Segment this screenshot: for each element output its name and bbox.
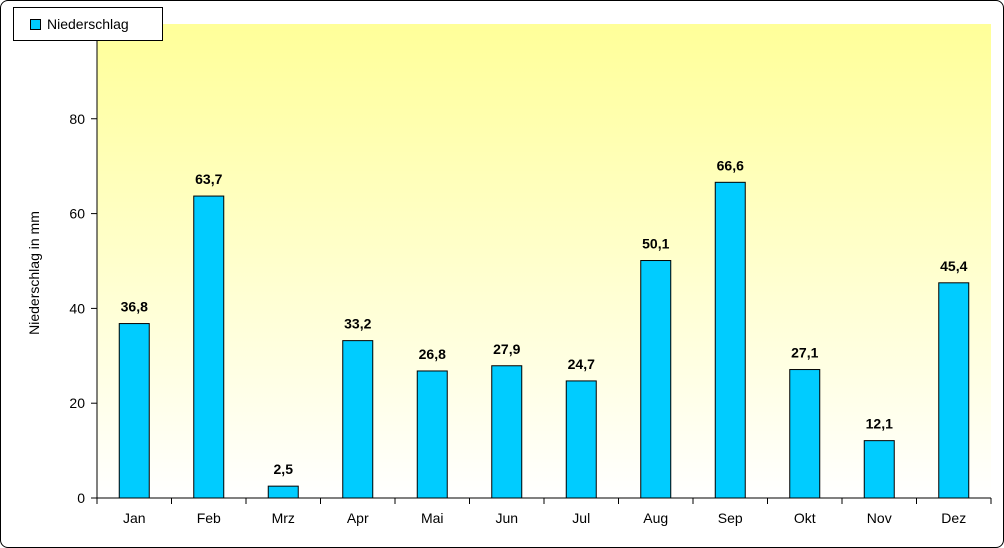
bar-okt xyxy=(789,369,821,499)
y-tick-label: 60 xyxy=(69,206,85,222)
axes-group: 0 20 40 60 80 Jan Feb Mrz Apr Mai Jun Jul Aug Sep Okt N… xyxy=(69,24,992,526)
x-tick-label-sep: Sep xyxy=(718,510,743,526)
legend: Niederschlag xyxy=(13,7,163,41)
data-label-jun: 27,9 xyxy=(493,341,520,357)
bar-aug xyxy=(640,260,672,499)
y-tick-label: 40 xyxy=(69,300,85,316)
x-tick-label-aug: Aug xyxy=(643,510,668,526)
data-labels-group: 36,8 63,7 2,5 33,2 26,8 27,9 24,7 50,1 66,6 27,1 1… xyxy=(121,157,968,477)
bar-jan xyxy=(118,323,150,499)
data-label-jan: 36,8 xyxy=(121,299,148,315)
bar-feb xyxy=(193,195,225,499)
data-label-mrz: 2,5 xyxy=(274,461,294,477)
data-label-feb: 63,7 xyxy=(195,171,222,187)
x-tick-label-okt: Okt xyxy=(794,510,816,526)
x-tick-label-mrz: Mrz xyxy=(272,510,295,526)
bar-jul xyxy=(565,380,597,499)
bar-nov xyxy=(863,440,895,499)
x-tick-label-jul: Jul xyxy=(572,510,590,526)
data-label-apr: 33,2 xyxy=(344,316,371,332)
y-axis-label: Niederschlag in mm xyxy=(26,211,42,335)
data-label-dez: 45,4 xyxy=(940,258,967,274)
bar-apr xyxy=(342,340,374,499)
data-label-sep: 66,6 xyxy=(717,157,744,173)
data-label-aug: 50,1 xyxy=(642,236,669,252)
legend-label: Niederschlag xyxy=(47,16,129,32)
data-label-okt: 27,1 xyxy=(791,345,818,361)
legend-swatch xyxy=(30,18,41,30)
bar-mrz xyxy=(267,485,299,499)
y-tick-label: 20 xyxy=(69,395,85,411)
x-tick-label-jun: Jun xyxy=(495,510,518,526)
y-tick-label: 0 xyxy=(77,490,85,506)
bar-dez xyxy=(938,282,970,499)
bar-mai xyxy=(416,370,448,499)
bars-group xyxy=(118,181,970,499)
data-label-mai: 26,8 xyxy=(419,346,446,362)
y-tick-label: 80 xyxy=(69,111,85,127)
x-tick-label-nov: Nov xyxy=(867,510,892,526)
bar-jun xyxy=(491,365,523,499)
x-tick-label-mai: Mai xyxy=(421,510,444,526)
x-tick-label-apr: Apr xyxy=(347,510,369,526)
data-label-jul: 24,7 xyxy=(568,356,595,372)
x-tick-label-feb: Feb xyxy=(197,510,221,526)
x-tick-label-jan: Jan xyxy=(123,510,146,526)
bar-sep xyxy=(714,181,746,499)
data-label-nov: 12,1 xyxy=(866,416,893,432)
plot-area xyxy=(97,24,991,498)
x-tick-label-dez: Dez xyxy=(941,510,966,526)
